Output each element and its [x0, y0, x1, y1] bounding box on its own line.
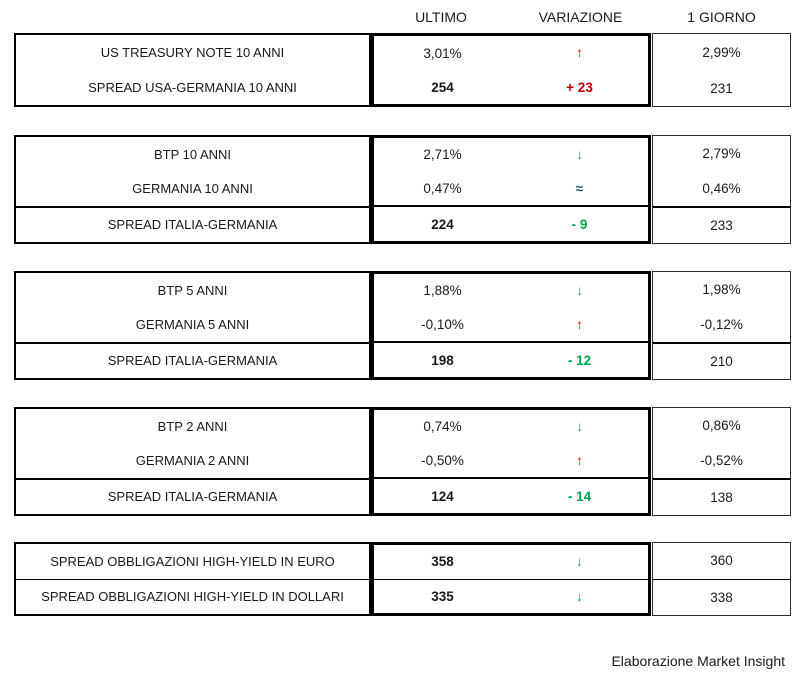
giorno-value: 138 [653, 478, 790, 515]
arrow-up-icon: ↑ [576, 316, 583, 332]
arrow-down-icon: ↓ [576, 283, 583, 299]
ultimo-value: -0,50% [421, 453, 464, 468]
ultimo-value: 254 [431, 79, 454, 95]
row-label: SPREAD ITALIA-GERMANIA [16, 341, 369, 378]
giorno-value: 338 [653, 578, 790, 616]
table-block-5-anni: BTP 5 ANNI GERMANIA 5 ANNI SPREAD ITALIA… [14, 271, 791, 380]
variazione-delta: + 23 [566, 79, 593, 95]
column-header-variazione: VARIAZIONE [538, 9, 623, 25]
table-block-10-anni: BTP 10 ANNI GERMANIA 10 ANNI SPREAD ITAL… [14, 135, 791, 244]
row-label: GERMANIA 5 ANNI [135, 316, 250, 332]
row-label: SPREAD ITALIA-GERMANIA [16, 205, 369, 242]
table-row: -0,50% ↑ [374, 444, 648, 478]
labels-column: US TREASURY NOTE 10 ANNI SPREAD USA-GERM… [14, 33, 371, 107]
table-row: 358 ↓ [374, 545, 648, 579]
table-block-high-yield: SPREAD OBBLIGAZIONI HIGH-YIELD IN EURO S… [14, 542, 791, 616]
variazione-delta: - 9 [571, 216, 588, 232]
giorno-value: 360 [710, 553, 733, 569]
ultimo-value: 358 [431, 554, 454, 570]
arrow-up-icon: ↑ [576, 452, 583, 468]
row-label: BTP 5 ANNI [157, 282, 228, 298]
row-label: SPREAD OBBLIGAZIONI HIGH-YIELD IN EURO [50, 553, 335, 569]
labels-column: BTP 5 ANNI GERMANIA 5 ANNI SPREAD ITALIA… [14, 271, 371, 380]
giorno-value: -0,52% [700, 453, 743, 468]
ultimo-variazione-box: 3,01% ↑ 254 + 23 [371, 33, 651, 107]
ultimo-variazione-box: 358 ↓ 335 ↓ [371, 542, 651, 616]
giorno-value: 231 [710, 80, 733, 96]
ultimo-value: 3,01% [423, 45, 462, 61]
giorno-value: 2,99% [702, 44, 741, 60]
giorno-column: 1,98% -0,12% 210 [652, 271, 791, 380]
giorno-value: 210 [653, 342, 790, 379]
row-label: SPREAD USA-GERMANIA 10 ANNI [88, 80, 297, 95]
row-label: SPREAD OBBLIGAZIONI HIGH-YIELD IN DOLLAR… [16, 578, 369, 615]
giorno-column: 2,99% 231 [652, 33, 791, 107]
giorno-column: 360 338 [652, 542, 791, 616]
table-row: 198 - 12 [374, 341, 648, 377]
giorno-value: 2,79% [702, 146, 741, 161]
ultimo-value: -0,10% [421, 317, 464, 332]
ultimo-value: 124 [431, 488, 454, 504]
arrow-down-icon: ↓ [576, 588, 583, 604]
row-label: BTP 2 ANNI [157, 418, 228, 434]
ultimo-value: 1,88% [423, 283, 462, 299]
ultimo-variazione-box: 0,74% ↓ -0,50% ↑ 124 - 14 [371, 407, 651, 516]
table-row: 0,47% ≈ [374, 172, 648, 206]
giorno-value: -0,12% [700, 317, 743, 332]
arrow-up-icon: ↑ [576, 45, 583, 61]
row-label: SPREAD ITALIA-GERMANIA [16, 477, 369, 514]
column-header-1-giorno: 1 GIORNO [687, 9, 756, 25]
arrow-down-icon: ↓ [576, 419, 583, 435]
ultimo-value: 0,47% [423, 181, 462, 196]
ultimo-value: 335 [431, 588, 454, 604]
table-block-us-treasury: US TREASURY NOTE 10 ANNI SPREAD USA-GERM… [14, 33, 791, 107]
ultimo-value: 198 [431, 352, 454, 368]
ultimo-value: 0,74% [423, 419, 462, 435]
row-label: BTP 10 ANNI [153, 146, 232, 162]
variazione-delta: - 14 [567, 488, 592, 504]
labels-column: SPREAD OBBLIGAZIONI HIGH-YIELD IN EURO S… [14, 542, 371, 616]
table-row: 3,01% ↑ [374, 36, 648, 70]
ultimo-value: 2,71% [423, 147, 462, 163]
labels-column: BTP 2 ANNI GERMANIA 2 ANNI SPREAD ITALIA… [14, 407, 371, 516]
giorno-value: 0,86% [702, 418, 741, 433]
table-row: 335 ↓ [374, 578, 648, 614]
giorno-value: 0,46% [702, 181, 741, 196]
row-label: GERMANIA 2 ANNI [135, 452, 250, 468]
row-label: GERMANIA 10 ANNI [132, 180, 253, 196]
giorno-column: 2,79% 0,46% 233 [652, 135, 791, 244]
table-row: 1,88% ↓ [374, 274, 648, 308]
table-block-2-anni: BTP 2 ANNI GERMANIA 2 ANNI SPREAD ITALIA… [14, 407, 791, 516]
approx-equal-icon: ≈ [575, 180, 584, 196]
table-row: 254 + 23 [374, 70, 648, 104]
column-header-ultimo: ULTIMO [415, 9, 467, 25]
row-label: US TREASURY NOTE 10 ANNI [100, 45, 285, 60]
table-row: 224 - 9 [374, 205, 648, 241]
arrow-down-icon: ↓ [576, 554, 583, 569]
table-row: 124 - 14 [374, 477, 648, 513]
ultimo-variazione-box: 1,88% ↓ -0,10% ↑ 198 - 12 [371, 271, 651, 380]
source-credit: Elaborazione Market Insight [611, 653, 785, 669]
table-row: 2,71% ↓ [374, 138, 648, 172]
table-row: -0,10% ↑ [374, 308, 648, 342]
ultimo-variazione-box: 2,71% ↓ 0,47% ≈ 224 - 9 [371, 135, 651, 244]
labels-column: BTP 10 ANNI GERMANIA 10 ANNI SPREAD ITAL… [14, 135, 371, 244]
ultimo-value: 224 [431, 216, 454, 232]
giorno-value: 233 [653, 206, 790, 243]
variazione-delta: - 12 [567, 352, 592, 368]
giorno-value: 1,98% [702, 282, 741, 297]
table-row: 0,74% ↓ [374, 410, 648, 444]
arrow-down-icon: ↓ [576, 147, 583, 163]
giorno-column: 0,86% -0,52% 138 [652, 407, 791, 516]
